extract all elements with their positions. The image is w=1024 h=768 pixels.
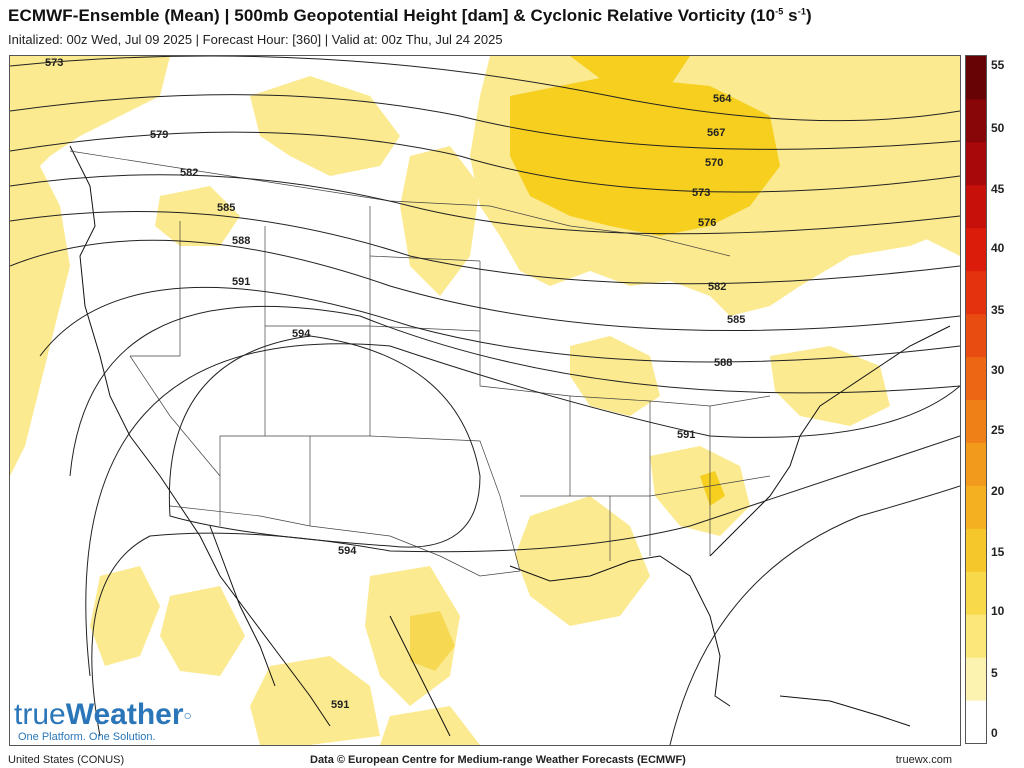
colorbar-segment — [966, 485, 986, 529]
weather-map[interactable]: 573 579 582 585 588 591 594 564 567 570 … — [9, 55, 961, 746]
contour-label: 582 — [708, 281, 726, 293]
colorbar-tick: 10 — [991, 604, 1005, 618]
contour-label: 585 — [727, 314, 745, 326]
contour-label: 579 — [150, 129, 168, 141]
colorbar-segment — [966, 313, 986, 358]
colorbar-segment — [966, 98, 986, 143]
colorbar-segment — [966, 227, 986, 272]
colorbar-segment — [966, 657, 986, 701]
contour-label: 582 — [180, 167, 198, 179]
vorticity-core — [510, 56, 780, 506]
colorbar-segment — [966, 56, 986, 100]
contour-labels: 573 579 582 585 588 591 594 564 567 570 … — [45, 57, 745, 711]
colorbar-segment — [966, 614, 986, 658]
contour-label: 591 — [331, 699, 349, 711]
vorticity-colorbar — [965, 55, 987, 744]
footer-site-link[interactable]: truewx.com — [895, 754, 952, 766]
colorbar-segment — [966, 571, 986, 615]
colorbar-tick: 25 — [991, 423, 1005, 437]
colorbar-segment — [966, 270, 986, 315]
height-contours — [10, 56, 960, 745]
colorbar-segment — [966, 700, 986, 743]
footer-attribution: Data © European Centre for Medium-range … — [310, 754, 686, 766]
colorbar-segment — [966, 442, 986, 486]
contour-label: 573 — [692, 187, 710, 199]
colorbar-tick: 20 — [991, 484, 1005, 498]
contour-label: 564 — [713, 93, 732, 105]
contour-label: 570 — [705, 157, 723, 169]
map-subtitle: Initalized: 00z Wed, Jul 09 2025 | Forec… — [8, 32, 503, 47]
colorbar-tick: 35 — [991, 303, 1005, 317]
contour-label: 591 — [232, 276, 250, 288]
contour-label: 588 — [232, 235, 250, 247]
colorbar-tick: 45 — [991, 182, 1005, 196]
colorbar-tick: 30 — [991, 363, 1005, 377]
contour-label: 585 — [217, 202, 235, 214]
colorbar-segment — [966, 528, 986, 572]
contour-label: 594 — [338, 545, 357, 557]
contour-label: 567 — [707, 127, 725, 139]
contour-label: 594 — [292, 328, 311, 340]
colorbar-segment — [966, 184, 986, 229]
map-title: ECMWF-Ensemble (Mean) | 500mb Geopotenti… — [8, 6, 812, 25]
colorbar-tick: 0 — [991, 726, 998, 740]
contour-label: 576 — [698, 217, 716, 229]
contour-label: 573 — [45, 57, 63, 69]
colorbar-tick: 40 — [991, 241, 1005, 255]
colorbar-segment — [966, 399, 986, 443]
coastlines — [69, 145, 951, 737]
colorbar-segment — [966, 141, 986, 186]
footer-region: United States (CONUS) — [8, 754, 125, 766]
colorbar-tick: 55 — [991, 58, 1005, 72]
contour-label: 591 — [677, 429, 695, 441]
colorbar-tick: 15 — [991, 545, 1005, 559]
vorticity-shading — [10, 56, 960, 745]
colorbar-tick: 5 — [991, 666, 998, 680]
colorbar-segment — [966, 356, 986, 400]
political-borders — [69, 150, 771, 577]
colorbar-tick: 50 — [991, 121, 1005, 135]
contour-label: 588 — [714, 357, 732, 369]
trueweather-logo: trueWeather○ One Platform. One Solution. — [14, 698, 192, 744]
